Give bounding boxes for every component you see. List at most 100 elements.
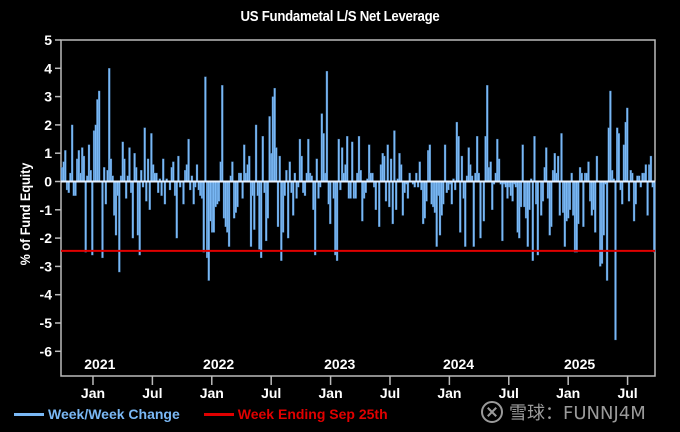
bar	[138, 181, 141, 256]
bar	[545, 147, 548, 182]
year-label: 2025	[564, 356, 595, 372]
bar	[364, 181, 367, 193]
y-tick-label: -1	[40, 202, 53, 218]
bar	[275, 147, 278, 182]
bar	[239, 172, 243, 182]
bar	[241, 181, 244, 199]
bar	[489, 161, 492, 182]
bar	[283, 181, 286, 196]
bar	[497, 158, 501, 182]
bar	[457, 136, 460, 182]
bar	[406, 181, 410, 199]
bar	[349, 181, 352, 199]
bar	[614, 181, 617, 341]
chart-title: US Fundametal L/S Net Leverage	[240, 8, 440, 25]
x-tick-label: Jan	[437, 385, 461, 400]
bar	[479, 181, 482, 239]
bar	[374, 181, 378, 210]
bar	[568, 181, 572, 210]
x-tick-label: Jul	[617, 385, 637, 400]
bar	[195, 164, 199, 182]
y-tick-label: -3	[40, 258, 53, 274]
bar	[187, 138, 190, 182]
bar	[354, 181, 357, 199]
y-tick-label: 3	[44, 89, 52, 105]
bar	[84, 181, 87, 253]
bar	[477, 172, 480, 182]
bar	[460, 155, 464, 182]
bar	[157, 181, 160, 193]
bar	[486, 85, 489, 182]
bar	[148, 181, 151, 210]
x-tick-label: Jul	[142, 385, 162, 400]
bar	[248, 155, 251, 182]
x-tick-label: Jul	[499, 385, 519, 400]
year-label: 2021	[84, 356, 115, 372]
bar	[254, 124, 258, 182]
bar	[177, 155, 180, 182]
chart-svg: 5 4 3 2 1 0 -1 -2 -3 -4 -5 -6 Jan Jul Jan Jul Jan Jul Jan J…	[17, 32, 656, 400]
bar	[443, 144, 447, 182]
bar	[595, 155, 599, 182]
bar	[386, 144, 389, 182]
bar	[491, 181, 494, 210]
bar	[359, 170, 362, 182]
bar	[459, 181, 462, 233]
bar	[472, 181, 475, 247]
bar	[519, 181, 523, 208]
bar	[556, 155, 560, 182]
bar	[103, 167, 106, 182]
bar	[325, 70, 329, 182]
bar	[292, 181, 295, 216]
bar	[101, 181, 104, 259]
y-tick-label: 4	[44, 60, 52, 76]
bar	[131, 181, 135, 239]
bar	[521, 144, 524, 182]
bar	[501, 181, 504, 242]
bar	[528, 181, 531, 210]
bar	[626, 107, 629, 182]
y-tick-label: 2	[44, 117, 52, 133]
bar	[278, 155, 281, 182]
bar	[182, 181, 185, 205]
bar	[339, 181, 342, 191]
bar	[313, 181, 317, 256]
bar	[155, 172, 158, 182]
year-label: 2024	[443, 356, 474, 372]
bar	[236, 181, 239, 208]
bar	[70, 124, 74, 182]
bar	[384, 181, 388, 202]
bar	[558, 181, 561, 216]
bar	[644, 164, 648, 182]
bar	[221, 85, 224, 182]
y-tick-label: 1	[44, 145, 52, 161]
legend: Week/Week Change Week Ending Sep 25th	[14, 404, 412, 424]
bar	[646, 181, 649, 216]
x-tick-label: Jan	[81, 385, 105, 400]
bar	[82, 155, 86, 182]
bar	[391, 181, 394, 225]
bar	[482, 181, 486, 222]
bar	[418, 161, 421, 182]
bar	[346, 136, 349, 182]
bar	[351, 141, 354, 182]
bar	[231, 161, 234, 182]
bar	[202, 181, 205, 253]
bar	[653, 181, 656, 253]
bar	[253, 181, 256, 230]
bar	[128, 147, 131, 182]
bar	[162, 158, 165, 182]
y-tick-label: 5	[44, 32, 52, 48]
x-tick-label: Jan	[556, 385, 580, 400]
bar	[217, 181, 221, 202]
bar	[602, 181, 605, 236]
bar	[227, 181, 231, 247]
bar	[617, 133, 621, 182]
bar	[259, 181, 263, 259]
bar	[160, 181, 163, 196]
bar	[383, 155, 386, 182]
legend-label-week-change: Week/Week Change	[48, 406, 180, 422]
bar	[145, 181, 148, 202]
bar	[536, 181, 540, 256]
bar	[276, 181, 280, 227]
